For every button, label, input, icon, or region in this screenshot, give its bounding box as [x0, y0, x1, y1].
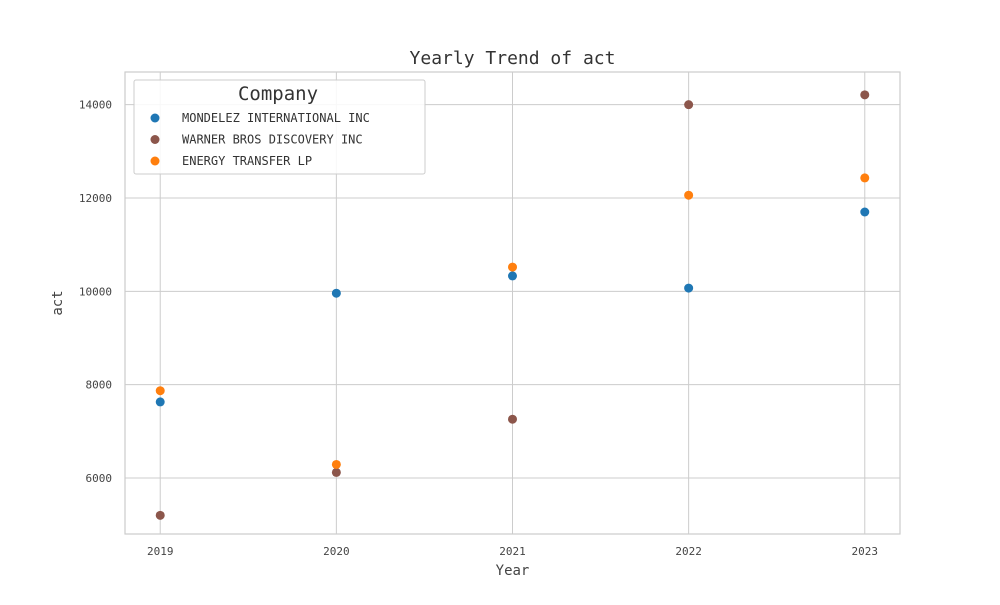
- y-tick-label: 14000: [79, 99, 112, 112]
- data-point: [508, 414, 517, 424]
- y-tick-label: 8000: [86, 379, 113, 392]
- data-point: [331, 459, 341, 469]
- data-point: [155, 397, 165, 407]
- legend-marker: [150, 113, 160, 123]
- data-point: [155, 510, 165, 520]
- x-tick-label: 2023: [852, 545, 879, 558]
- data-point: [860, 207, 870, 217]
- data-point: [860, 90, 870, 100]
- legend-items: MONDELEZ INTERNATIONAL INC WARNER BROS DI…: [150, 111, 370, 168]
- plot-area-frame: [124, 71, 901, 535]
- x-tick-label: 2021: [499, 545, 526, 558]
- y-tick-label: 6000: [86, 472, 113, 485]
- data-point: [331, 288, 341, 298]
- x-axis-label: Year: [496, 563, 530, 579]
- y-axis-label: act: [50, 290, 66, 315]
- legend-box: [133, 79, 426, 175]
- x-tick-label: 2020: [323, 545, 350, 558]
- data-point: [684, 190, 694, 200]
- legend-marker: [150, 156, 160, 166]
- data-point: [684, 100, 694, 110]
- legend-label: WARNER BROS DISCOVERY INC: [182, 133, 363, 147]
- y-tick-label: 10000: [79, 285, 112, 298]
- tick-labels: 2019 2020 2021 2022 2023 6000 8000 10000 12000 14…: [79, 99, 878, 558]
- chart-title: Yearly Trend of act: [410, 48, 616, 69]
- legend-marker: [150, 135, 160, 144]
- legend-label: MONDELEZ INTERNATIONAL INC: [182, 111, 370, 125]
- legend: Company MONDELEZ INTERNATIONAL INC WARNER…: [133, 79, 426, 175]
- data-point: [508, 271, 517, 281]
- x-tick-label: 2019: [147, 545, 174, 558]
- data-point: [508, 262, 517, 272]
- y-tick-label: 12000: [79, 192, 112, 205]
- data-points: [155, 90, 870, 520]
- legend-title: Company: [238, 83, 318, 105]
- data-point: [331, 467, 341, 477]
- data-point: [860, 173, 870, 183]
- data-point: [684, 283, 694, 293]
- legend-label: ENERGY TRANSFER LP: [182, 154, 312, 168]
- data-point: [155, 386, 165, 396]
- x-tick-label: 2022: [675, 545, 702, 558]
